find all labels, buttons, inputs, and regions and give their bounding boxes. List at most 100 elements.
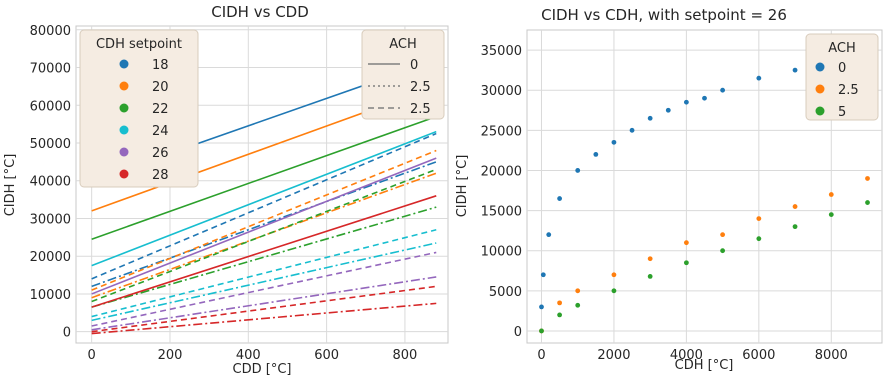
scatter-point-ach-5 bbox=[756, 236, 762, 242]
series-line-sp20-ach2_5 bbox=[91, 149, 437, 291]
x-tick-label: 6000 bbox=[742, 348, 775, 363]
legend-label: 26 bbox=[152, 146, 169, 161]
y-tick-label: 0 bbox=[63, 326, 71, 341]
legend-marker bbox=[815, 62, 825, 72]
series-line-sp28-ach0 bbox=[91, 195, 437, 308]
legend-label: 18 bbox=[152, 58, 169, 73]
scatter-point-ach-5 bbox=[683, 260, 689, 266]
x-tick-labels: 0 2000 4000 6000 8000 bbox=[537, 348, 847, 363]
x-tick-label: 600 bbox=[314, 348, 339, 363]
chart-cidh-vs-cdh: CIDH vs CDH, with setpoint = 26 0 2000 400… bbox=[455, 6, 883, 373]
y-tick-label: 70000 bbox=[30, 62, 71, 77]
y-tick-label: 20000 bbox=[30, 250, 71, 265]
x-axis-label: CDD [°C] bbox=[233, 362, 292, 375]
series-line-sp26-ach0 bbox=[91, 157, 437, 295]
legend-ach: ACH 0 2.5 2.5 bbox=[361, 29, 445, 120]
y-tick-label: 30000 bbox=[481, 84, 522, 99]
y-tick-label: 35000 bbox=[481, 44, 522, 59]
scatter-point-ach-0 bbox=[540, 272, 546, 278]
y-axis-label: CIDH [°C] bbox=[455, 155, 470, 218]
legend-entries: 02.55 bbox=[815, 61, 859, 120]
x-tick-label: 0 bbox=[88, 348, 96, 363]
series-line-sp22-ach5 bbox=[91, 206, 437, 308]
y-tick-label: 10000 bbox=[481, 245, 522, 260]
x-tick-labels: 0 200 400 600 800 bbox=[88, 348, 418, 363]
scatter-point-ach-0 bbox=[720, 87, 726, 93]
legend-marker bbox=[119, 103, 129, 113]
scatter-point-ach-0 bbox=[546, 232, 552, 238]
y-tick-labels: 0 5000 10000 15000 20000 25000 30000 35000 bbox=[481, 44, 522, 340]
legend-entries: 18 20 22 24 26 28 bbox=[119, 58, 169, 183]
scatter-point-ach-0 bbox=[575, 168, 581, 173]
y-tick-label: 60000 bbox=[30, 99, 71, 114]
legend-box bbox=[805, 33, 879, 121]
y-tick-label: 40000 bbox=[30, 175, 71, 190]
scatter-point-ach-2_5 bbox=[828, 192, 834, 197]
legend-ach: ACH 02.55 bbox=[805, 33, 879, 121]
legend-label: 24 bbox=[152, 124, 169, 139]
legend-marker bbox=[119, 59, 129, 69]
x-tick-label: 4000 bbox=[670, 348, 703, 363]
scatter-point-ach-0 bbox=[593, 151, 599, 157]
legend-box bbox=[361, 29, 445, 120]
y-tick-label: 30000 bbox=[30, 212, 71, 227]
series-line-sp24-ach0 bbox=[91, 130, 437, 267]
scatter-point-ach-0 bbox=[792, 67, 798, 73]
legend-marker bbox=[119, 81, 129, 91]
x-tick-label: 800 bbox=[393, 348, 418, 363]
scatter-point-ach-5 bbox=[539, 328, 544, 334]
series-lines bbox=[91, 59, 437, 335]
legend-title: ACH bbox=[389, 37, 417, 52]
scatter-point-ach-0 bbox=[647, 115, 653, 121]
legend-label: 0 bbox=[838, 61, 846, 76]
legend-label: 5 bbox=[838, 105, 846, 120]
scatter-point-ach-5 bbox=[611, 288, 617, 294]
scatter-point-ach-5 bbox=[575, 302, 581, 308]
y-tick-label: 25000 bbox=[481, 124, 522, 139]
y-axis-label: CIDH [°C] bbox=[3, 154, 18, 217]
scatter-point-ach-2_5 bbox=[683, 240, 689, 246]
series-line-sp26-ach2_5 bbox=[91, 251, 437, 327]
scatter-point-ach-0 bbox=[683, 99, 689, 105]
legend-marker bbox=[119, 147, 129, 157]
legend-marker bbox=[119, 169, 129, 179]
scatter-point-ach-0 bbox=[756, 75, 762, 81]
x-tick-label: 200 bbox=[158, 348, 183, 363]
chart-title: CIDH vs CDH, with setpoint = 26 bbox=[541, 6, 787, 24]
legend-label: 22 bbox=[152, 102, 169, 117]
scatter-point-ach-0 bbox=[702, 95, 707, 101]
legend-cdh-setpoint: CDH setpoint 18 20 22 24 26 28 bbox=[79, 29, 199, 188]
series-line-sp28-ach5 bbox=[91, 302, 437, 335]
series-line-sp22-ach2_5 bbox=[91, 168, 437, 303]
y-tick-label: 50000 bbox=[30, 137, 71, 152]
scatter-point-ach-0 bbox=[629, 127, 635, 133]
scatter-point-ach-2_5 bbox=[720, 232, 726, 238]
legend-marker bbox=[815, 84, 825, 94]
y-tick-label: 0 bbox=[514, 325, 522, 340]
y-tick-label: 20000 bbox=[481, 164, 522, 179]
scatter-point-ach-2_5 bbox=[756, 216, 762, 222]
legend-marker bbox=[815, 106, 825, 116]
legend-box bbox=[79, 29, 199, 188]
series-line-sp18-ach5 bbox=[91, 161, 437, 288]
scatter-point-ach-2_5 bbox=[575, 288, 581, 294]
series-line-sp28-ach2_5 bbox=[91, 285, 437, 333]
scatter-point-ach-2_5 bbox=[792, 204, 798, 209]
x-tick-label: 8000 bbox=[815, 348, 848, 363]
scatter-point-ach-2_5 bbox=[647, 256, 653, 262]
series-line-sp22-ach0 bbox=[91, 115, 437, 240]
legend-label: 2.5 bbox=[410, 80, 431, 95]
legend-label: 0 bbox=[410, 58, 418, 73]
scatter-point-ach-5 bbox=[828, 212, 834, 217]
chart-title: CIDH vs CDD bbox=[211, 3, 309, 21]
scatter-point-ach-5 bbox=[792, 224, 798, 230]
scatter-point-ach-5 bbox=[557, 312, 563, 318]
scatter-point-ach-0 bbox=[611, 139, 617, 145]
y-tick-label: 80000 bbox=[30, 24, 71, 39]
x-axis-label: CDH [°C] bbox=[675, 358, 734, 373]
series-line-sp24-ach5 bbox=[91, 242, 437, 322]
legend-label: 2.5 bbox=[838, 83, 859, 98]
y-tick-label: 10000 bbox=[30, 288, 71, 303]
x-tick-label: 400 bbox=[236, 348, 261, 363]
